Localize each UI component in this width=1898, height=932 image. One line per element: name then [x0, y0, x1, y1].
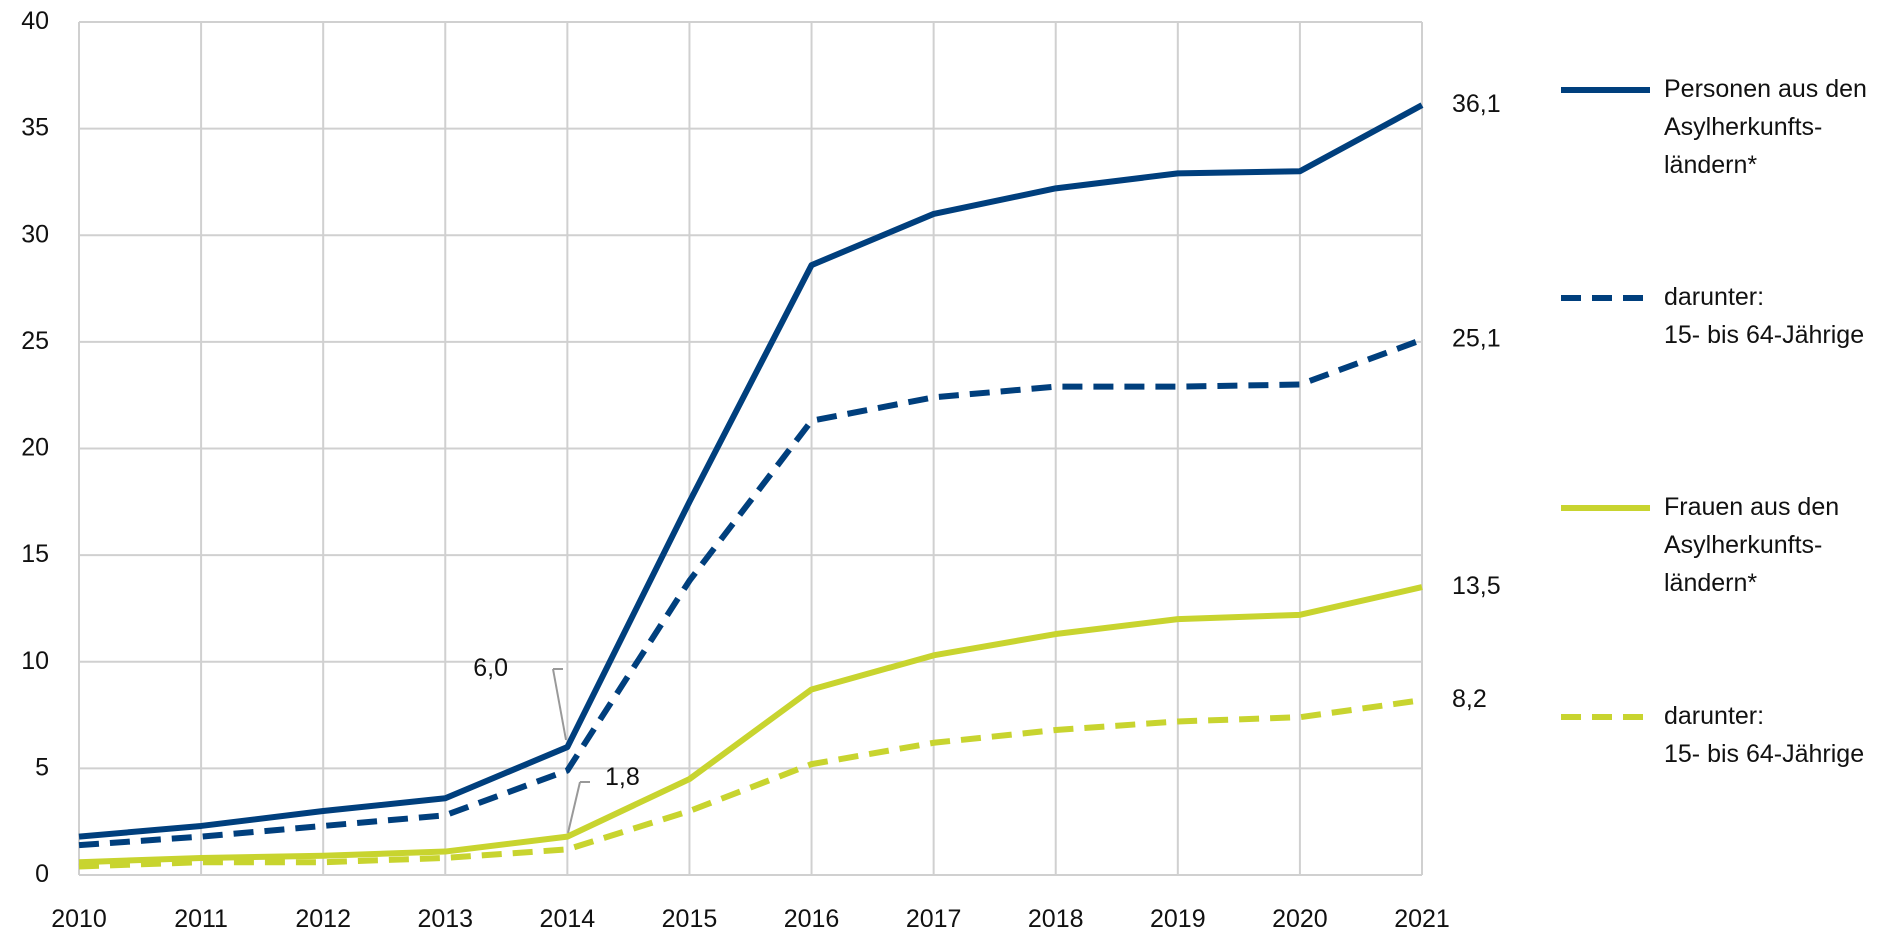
y-tick-label: 35	[21, 113, 49, 141]
value-label: 13,5	[1452, 572, 1501, 600]
y-tick-label: 0	[35, 860, 49, 888]
y-tick-label: 5	[35, 753, 49, 781]
series-line	[78, 584, 1423, 866]
value-label: 25,1	[1452, 324, 1501, 352]
series-line	[78, 697, 1423, 870]
y-tick-label: 10	[21, 646, 49, 674]
x-tick-label: 2010	[51, 905, 107, 932]
series-line	[78, 102, 1424, 840]
y-tick-label: 15	[21, 540, 49, 568]
value-label: 8,2	[1452, 685, 1487, 713]
y-tick-label: 25	[21, 326, 49, 354]
x-tick-label: 2017	[906, 905, 962, 932]
y-tick-label: 40	[21, 7, 49, 35]
x-tick-label: 2016	[784, 905, 840, 932]
x-tick-label: 2013	[417, 905, 473, 932]
legend-label: darunter: 15- bis 64-Jährige	[1664, 283, 1864, 349]
x-tick-label: 2015	[662, 905, 718, 932]
x-tick-label: 2021	[1394, 905, 1450, 932]
series-line	[78, 336, 1424, 849]
x-tick-label: 2018	[1028, 905, 1084, 932]
y-tick-label: 20	[21, 433, 49, 461]
x-tick-label: 2019	[1150, 905, 1206, 932]
value-label: 36,1	[1452, 90, 1501, 118]
x-tick-label: 2014	[540, 905, 596, 932]
leader-line	[552, 668, 567, 741]
legend-label: Frauen aus den Asylherkunfts-ländern*	[1664, 493, 1839, 597]
leader-line	[567, 781, 581, 834]
value-label: 6,0	[473, 654, 508, 682]
legend-label: Personen aus den Asylherkunfts-ländern*	[1664, 75, 1867, 179]
x-tick-label: 2011	[174, 905, 228, 932]
legend-label: darunter: 15- bis 64-Jährige	[1664, 702, 1864, 768]
value-label: 1,8	[605, 763, 640, 791]
y-tick-label: 30	[21, 220, 49, 248]
x-tick-label: 2020	[1272, 905, 1328, 932]
x-tick-label: 2012	[295, 905, 351, 932]
